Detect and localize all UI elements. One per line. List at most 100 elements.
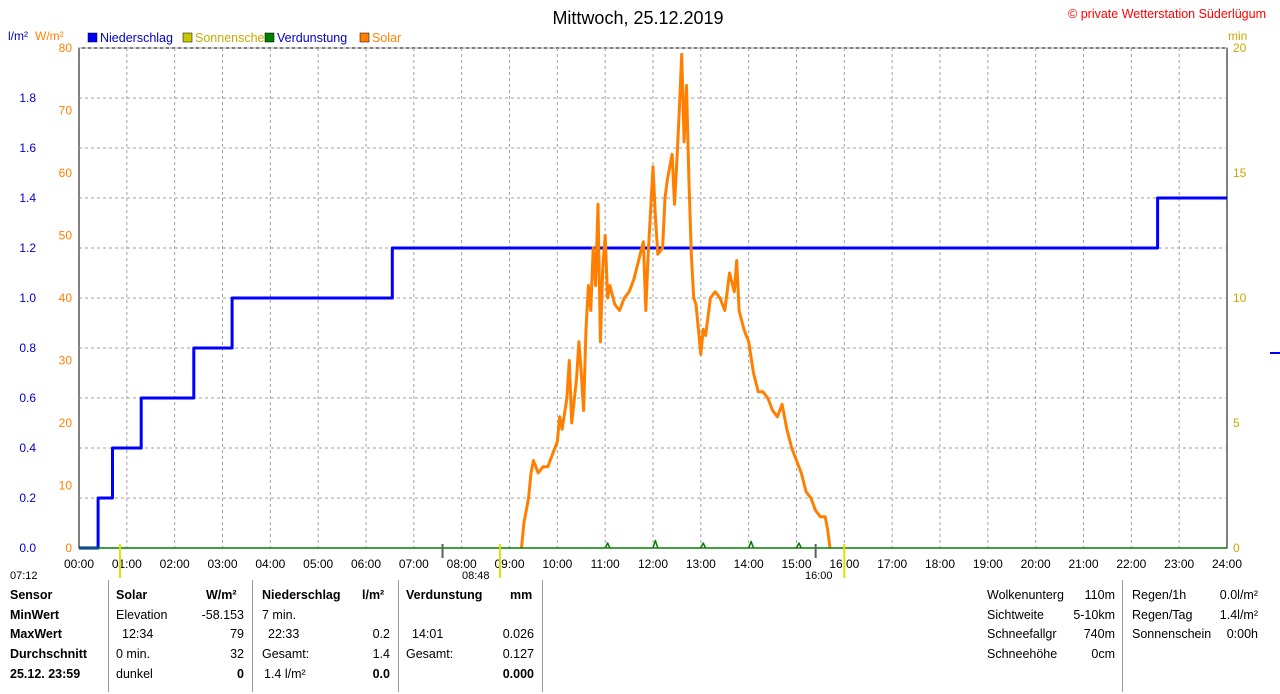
weather-value: 5-10km [1073,608,1115,622]
x-tick: 08:00 [447,557,477,571]
sunrise-bar-time: 08:48 [462,570,490,580]
chart-series [79,52,1227,578]
x-tick: 20:00 [1021,557,1051,571]
right-minutes-unit: min [1228,29,1247,43]
regen-value: 0.0l/m² [1219,588,1258,602]
legend-swatch-icon [359,32,370,43]
regen-label: Regen/Tag [1132,608,1193,622]
y-tick-solar: 50 [59,229,73,243]
x-tick: 11:00 [591,557,620,571]
x-tick: 15:00 [781,557,811,571]
legend-label: Sonnenschein [195,31,274,45]
weather-value: 740m [1083,627,1115,641]
legend-label: Niederschlag [100,31,173,45]
x-tick: 13:00 [686,557,716,571]
y-tick-solar: 60 [59,166,73,180]
separator [108,580,109,692]
legend-swatch-icon [87,32,98,43]
evap-label: 14:01 [412,627,444,641]
regen-value: 1.4l/m² [1219,608,1258,622]
sensor-header: Sensor [10,588,53,602]
y-tick-rain: 0.8 [19,341,36,355]
regen-label: Sonnenschein [1132,627,1212,641]
weather-chart: 0.0 0.2 0.4 0.6 0.8 1.0 1.2 1.4 1.6 1.8 0 10 20 30 40 5… [8,7,1280,580]
y-tick-rain: 0.6 [19,391,36,405]
separator [252,580,253,692]
solar-label: 12:34 [122,627,154,641]
legend-label: Verdunstung [277,31,347,45]
x-tick: 01:00 [112,557,142,571]
y-tick-solar: 80 [59,41,73,55]
copyright-text: © private Wetterstation Süderlügum [1068,7,1266,21]
separator [1122,580,1123,692]
separator [542,580,543,692]
x-tick: 12:00 [638,557,668,571]
info-panel: Sensor MinWert MaxWert Durchschnitt 25.1… [0,580,1280,694]
solar-value: 32 [230,647,244,661]
x-tick: 23:00 [1164,557,1194,571]
solar-header: Solar [116,588,148,602]
evap-header: Verdunstung [406,588,483,602]
y-tick-solar: 0 [65,541,72,555]
solar-value: 79 [230,627,244,641]
x-tick: 05:00 [303,557,333,571]
rain-header: Niederschlag [262,588,341,602]
rain-value: 1.4 [372,647,390,661]
series-line-solar [520,52,832,549]
x-tick: 17:00 [877,557,907,571]
left-rain-unit: l/m² [8,29,28,43]
sunrise-time: 07:12 [10,570,38,580]
weather-value: 110m [1084,588,1115,602]
rain-label: 1.4 l/m² [264,667,306,681]
evap-value: 0.127 [502,647,534,661]
x-tick: 18:00 [925,557,955,571]
x-tick: 24:00 [1212,557,1242,571]
x-tick: 10:00 [542,557,572,571]
sensor-row: MaxWert [10,627,62,641]
weather-label: Sichtweite [987,608,1044,622]
x-tick: 00:00 [64,557,94,571]
y-tick-minutes: 10 [1233,291,1247,305]
chart-axes: 0.0 0.2 0.4 0.6 0.8 1.0 1.2 1.4 1.6 1.8 0 10 20 30 40 5… [19,41,1280,571]
regen-value: 0:00h [1226,627,1258,641]
y-tick-rain: 1.2 [19,241,36,255]
rain-label: Gesamt: [262,647,310,661]
chart-grid [78,47,1228,549]
x-tick: 14:00 [734,557,764,571]
rain-label: 22:33 [268,627,300,641]
x-tick: 21:00 [1068,557,1098,571]
y-tick-rain: 0.2 [19,491,36,505]
sunset-time: 16:00 [805,570,833,580]
weather-label: Schneehöhe [987,647,1058,661]
sensor-row: Durchschnitt [10,647,88,661]
chart-legend: Niederschlag Sonnenschein Verdunstung Solar [87,31,401,45]
y-tick-rain: 1.6 [19,141,36,155]
left-solar-unit: W/m² [35,29,64,43]
y-tick-solar: 10 [59,479,73,493]
solar-label: dunkel [116,667,153,681]
weather-value: 0cm [1091,647,1115,661]
y-tick-rain: 1.8 [19,91,36,105]
weather-label: Wolkenunterg [987,588,1064,602]
y-tick-solar: 30 [59,354,73,368]
x-tick: 19:00 [973,557,1003,571]
series-line-verdunstung [79,539,1227,549]
x-tick: 06:00 [351,557,381,571]
y-tick-rain: 0.4 [19,441,36,455]
y-tick-minutes: 0 [1233,541,1240,555]
x-tick: 02:00 [160,557,190,571]
x-tick: 22:00 [1116,557,1146,571]
x-tick: 03:00 [207,557,237,571]
x-tick: 09:00 [494,557,524,571]
y-tick-minutes: 5 [1233,416,1240,430]
x-tick: 07:00 [399,557,429,571]
y-tick-minutes: 15 [1233,166,1247,180]
sun-markers: 07:12 08:48 16:00 [10,570,833,580]
evap-label: Gesamt: [406,647,454,661]
solar-value: 0 [237,667,244,681]
solar-value: -58.153 [201,608,244,622]
solar-label: 0 min. [116,647,151,661]
legend-swatch-icon [264,32,275,43]
weather-label: Schneefallgr [987,627,1057,641]
rain-unit: l/m² [362,588,385,602]
